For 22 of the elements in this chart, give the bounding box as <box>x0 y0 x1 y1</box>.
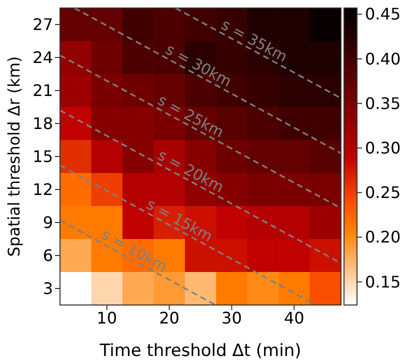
y-tick-label: 9 <box>42 213 53 232</box>
color-bar-label: 0.30 <box>365 138 401 158</box>
y-tick-label: 27 <box>32 15 53 34</box>
x-tick-label: 10 <box>96 308 118 328</box>
y-tick-label: 6 <box>42 246 53 266</box>
x-tick-label: 20 <box>159 308 180 328</box>
y-tick-label: 12 <box>32 180 53 200</box>
y-tick-label: 18 <box>32 114 53 134</box>
color-bar-label: 0.20 <box>365 228 401 247</box>
y-tick-label: 3 <box>42 279 53 298</box>
y-tick-label: 21 <box>32 81 53 100</box>
color-bar-label: 0.45 <box>365 4 401 24</box>
x-tick-label: 30 <box>222 308 242 328</box>
x-axis-title: Time threshold Δt (min) <box>98 341 302 360</box>
y-tick-label: 15 <box>32 147 53 166</box>
x-tick-label: 40 <box>284 308 304 328</box>
y-tick-label: 24 <box>32 48 53 68</box>
color-bar-label: 0.35 <box>365 94 401 113</box>
y-axis-title: Spatial threshold Δr (km) <box>4 56 24 257</box>
color-bar-label: 0.40 <box>365 49 401 68</box>
color-bar-label: 0.25 <box>365 183 401 202</box>
color-bar-label: 0.15 <box>365 272 401 292</box>
